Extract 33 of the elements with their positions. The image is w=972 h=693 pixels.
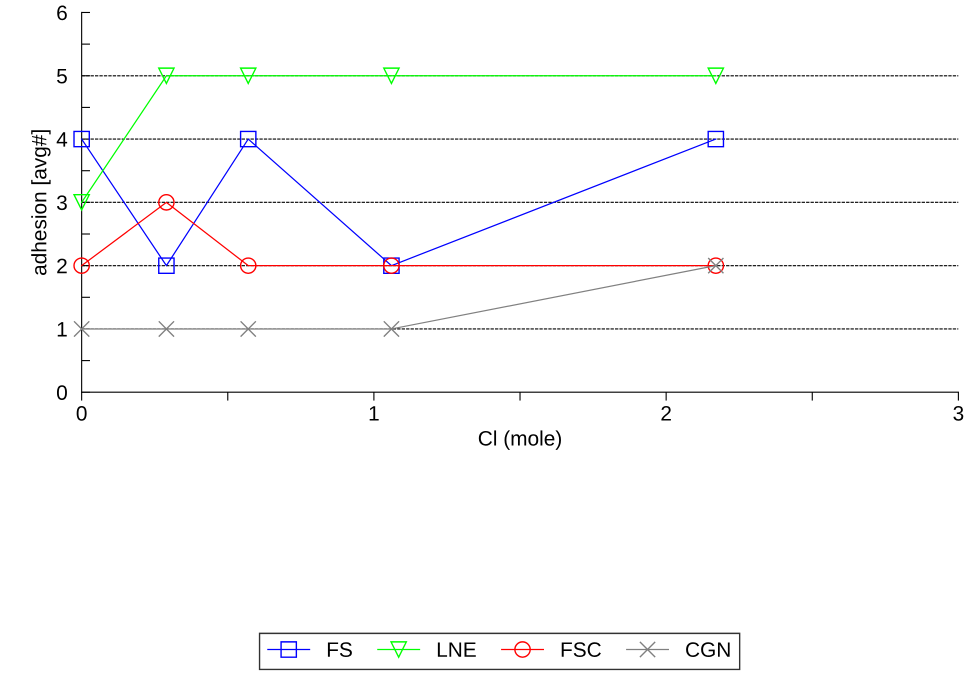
point (73, 194, 90, 211)
y-tick-label: 4 (56, 132, 68, 147)
point (240, 257, 257, 274)
y-tick-label: 1 (58, 322, 67, 336)
point (158, 194, 175, 211)
x-tick-label: 0 (76, 406, 87, 421)
point (158, 67, 175, 84)
x-tick-label: 2 (661, 406, 671, 421)
y-tick-label: 6 (57, 5, 67, 20)
x-tick-label: 3 (953, 406, 964, 421)
point (73, 320, 90, 338)
y-tick-label: 3 (56, 195, 67, 210)
legend-label: CGN (686, 642, 730, 658)
legend-label: LNE (438, 642, 476, 657)
point (707, 67, 724, 84)
point (240, 320, 257, 338)
legend-label: FS (328, 642, 352, 658)
point (240, 130, 257, 148)
y-axis-title: adhesion [avg#] (31, 130, 51, 276)
point (73, 130, 90, 148)
x-tick-label: 1 (370, 406, 379, 421)
point (240, 67, 257, 84)
y-tick-label: 2 (57, 258, 67, 274)
point (383, 67, 400, 84)
point (158, 320, 175, 338)
x-axis-title: Cl (mole) (478, 430, 561, 450)
y-tick-label: 0 (56, 385, 67, 400)
point (707, 130, 724, 148)
point (158, 257, 175, 274)
point (383, 320, 400, 338)
legend-label: FSC (562, 642, 601, 658)
point (73, 257, 90, 274)
y-tick-label: 5 (57, 68, 67, 84)
